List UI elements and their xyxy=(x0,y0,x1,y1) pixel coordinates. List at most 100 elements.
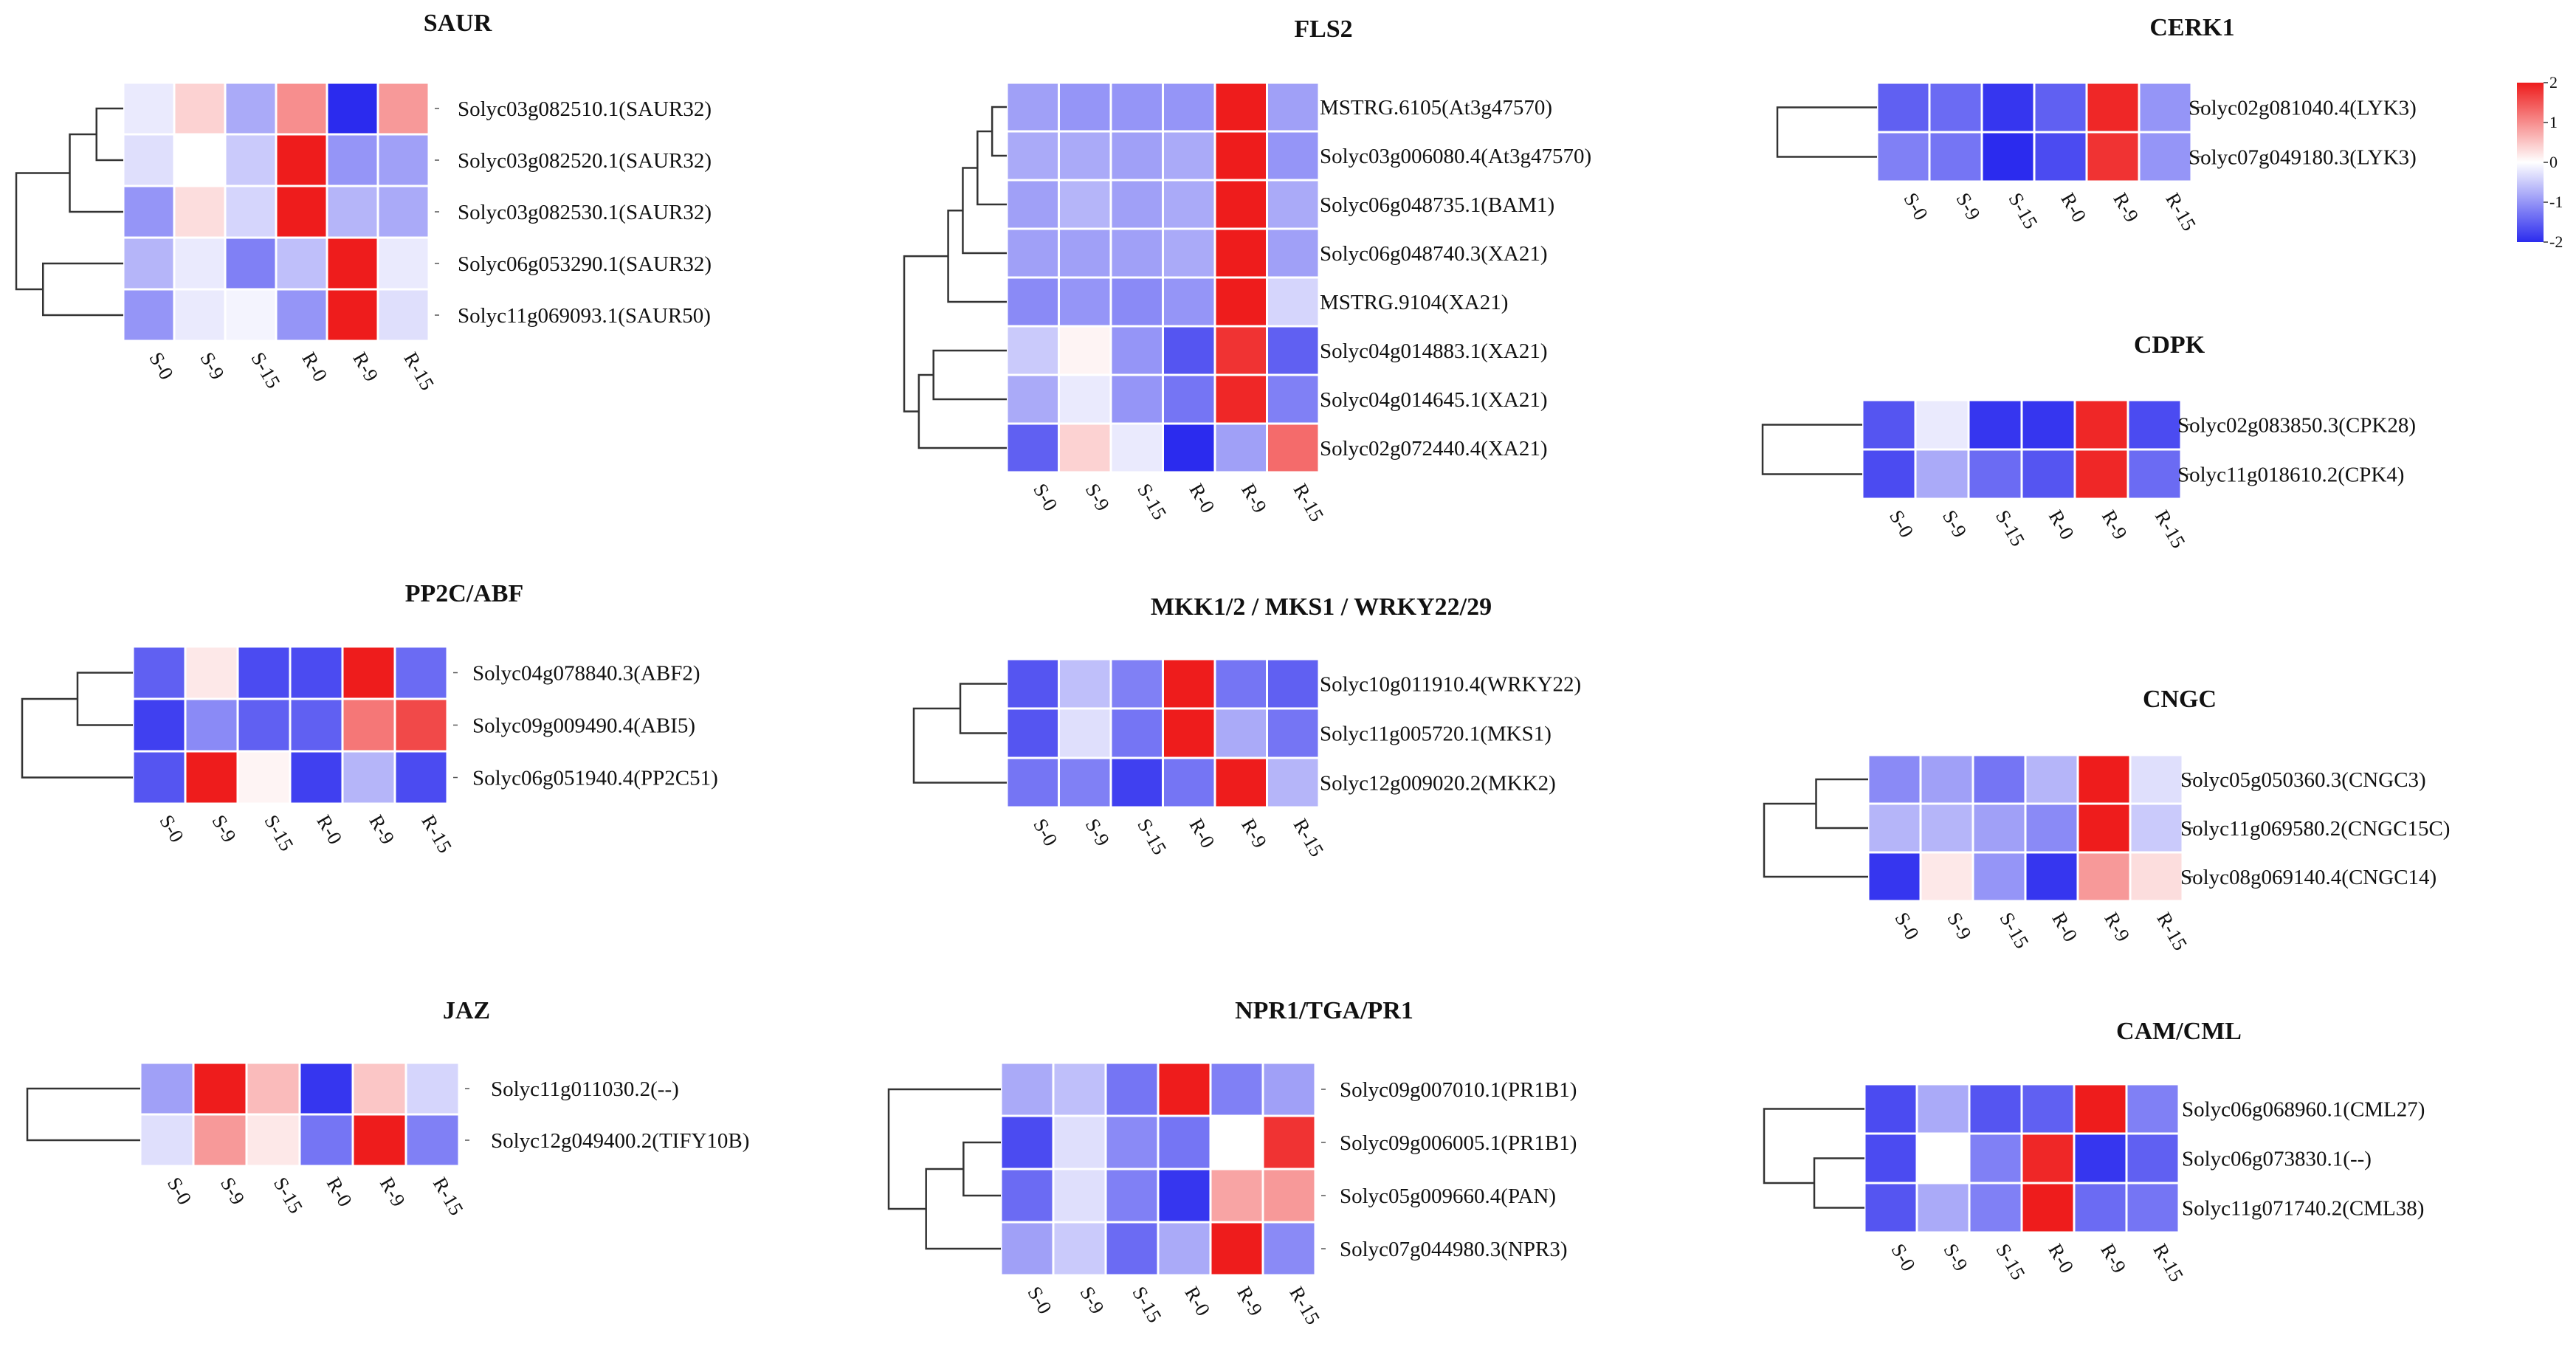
column-label: R-0 xyxy=(312,811,346,848)
column-label: S-9 xyxy=(1952,189,1985,224)
heatmap-cell xyxy=(1209,1114,1264,1170)
heatmap-cell xyxy=(1266,179,1320,230)
heatmap-cell xyxy=(1261,1168,1317,1224)
heatmap-cell xyxy=(1261,1114,1317,1170)
heatmap-cell xyxy=(122,185,176,239)
heatmap-cell xyxy=(1971,851,2027,903)
heatmap-cell xyxy=(1876,81,1931,134)
heatmap-cell xyxy=(1968,1182,2023,1234)
gene-label: Solyc06g053290.1(SAUR32) xyxy=(458,252,712,276)
heatmap-cell xyxy=(2125,1132,2180,1184)
gene-label: Solyc11g011030.2(--) xyxy=(491,1077,679,1101)
heatmap-cell xyxy=(999,1221,1055,1277)
heatmap-cell xyxy=(224,236,278,291)
heatmap-title: PP2C/ABF xyxy=(405,580,524,607)
gene-label: Solyc12g009020.2(MKK2) xyxy=(1320,772,1556,796)
dendrogram-branch xyxy=(1763,802,1868,878)
column-label: S-0 xyxy=(1899,189,1932,224)
heatmap-cell xyxy=(2076,802,2132,854)
heatmap-cell xyxy=(1213,179,1268,230)
dendrogram-branch xyxy=(1763,1108,1864,1184)
column-label: R-9 xyxy=(1233,1283,1267,1320)
column-label: R-0 xyxy=(2056,189,2090,226)
heatmap-cell xyxy=(1861,448,1917,500)
heatmap-cell xyxy=(1209,1168,1264,1224)
heatmap-cell xyxy=(2024,754,2079,805)
heatmap-cell xyxy=(131,697,187,753)
heatmap-cell xyxy=(1109,707,1164,759)
heatmap-cell xyxy=(2020,1083,2076,1135)
heatmap-cell xyxy=(1266,756,1320,809)
heatmap-cell xyxy=(2024,851,2079,903)
gene-label: Solyc06g051940.4(PP2C51) xyxy=(472,767,718,790)
gene-label: Solyc11g005720.1(MKS1) xyxy=(1320,723,1552,746)
gene-label: Solyc02g081040.4(LYK3) xyxy=(2188,97,2417,120)
gene-label: Solyc04g014645.1(XA21) xyxy=(1320,388,1548,412)
heatmap-cell xyxy=(1261,1061,1317,1117)
column-label: R-15 xyxy=(2151,506,2190,552)
column-label: S-0 xyxy=(163,1173,196,1208)
column-label: S-0 xyxy=(1890,908,1924,943)
gene-label: Solyc02g072440.4(XA21) xyxy=(1320,437,1548,461)
heatmap-cell xyxy=(1005,756,1060,809)
heatmap-cell xyxy=(2129,851,2184,903)
heatmap-cell xyxy=(1914,448,1970,500)
heatmap-cell xyxy=(289,645,344,700)
heatmap-cell xyxy=(245,1061,301,1116)
heatmap-panel: CERK1 Solyc02g081040.4(LYK3) Solyc07g04918… xyxy=(1776,14,2417,235)
heatmap-panel: MKK1/2 / MKS1 / WRKY22/29 Solyc10g011910.… xyxy=(912,593,1581,861)
gene-label: Solyc05g050360.3(CNGC3) xyxy=(2180,768,2426,792)
column-label: S-9 xyxy=(1938,506,1971,541)
column-label: S-15 xyxy=(269,1173,307,1217)
heatmap-cell xyxy=(275,288,328,342)
heatmap-cell xyxy=(1861,399,1917,451)
heatmap-cell xyxy=(1157,1221,1212,1277)
heatmap-cell xyxy=(351,1113,407,1168)
heatmap-cell xyxy=(2138,131,2193,183)
heatmap-cell xyxy=(1109,658,1164,710)
dendrogram-branch xyxy=(1761,424,1862,475)
dendrogram-branch xyxy=(95,107,123,162)
heatmap-cell xyxy=(1914,399,1970,451)
legend-tick-label: 0 xyxy=(2549,153,2558,171)
column-label: S-0 xyxy=(1023,1283,1056,1317)
dendrogram-branch xyxy=(959,683,1007,734)
heatmap-cell xyxy=(1915,1083,1971,1135)
heatmap-cell xyxy=(1058,81,1112,133)
legend-gradient-bar xyxy=(2517,83,2544,242)
heatmap-title: NPR1/TGA/PR1 xyxy=(1235,997,1413,1024)
heatmap-cell xyxy=(131,750,187,805)
heatmap-cell xyxy=(1162,658,1216,710)
column-label: S-0 xyxy=(155,811,188,846)
heatmap-cell xyxy=(1213,707,1268,759)
heatmap-cell xyxy=(236,750,292,805)
heatmap-cell xyxy=(1980,131,2036,183)
heatmap-cell xyxy=(139,1113,195,1168)
heatmap-panel: CAM/CML Solyc06g068960.1(CML27) Solyc06g07… xyxy=(1763,1018,2425,1286)
heatmap-cell xyxy=(1005,179,1060,230)
heatmap-cell xyxy=(1162,707,1216,759)
heatmap-cell xyxy=(404,1113,461,1168)
heatmap-cell xyxy=(1058,325,1112,376)
heatmap-cell xyxy=(275,185,328,239)
heatmap-cell xyxy=(1971,802,2027,854)
heatmap-cell xyxy=(1863,1083,1918,1135)
gene-label: Solyc06g068960.1(CML27) xyxy=(2182,1098,2425,1122)
heatmap-cell xyxy=(1266,130,1320,182)
heatmap-cell xyxy=(2129,802,2184,854)
heatmap-cell xyxy=(2033,81,2088,134)
column-label: S-9 xyxy=(207,811,241,846)
heatmap-cell xyxy=(326,288,379,342)
gene-label: Solyc03g006080.4(At3g47570) xyxy=(1320,145,1591,168)
heatmap-cell xyxy=(1109,422,1164,474)
heatmap-cell xyxy=(2076,754,2132,805)
heatmap-cell xyxy=(173,288,227,342)
column-label: R-15 xyxy=(399,348,438,394)
heatmap-cell xyxy=(1266,227,1320,279)
dendrogram-branch xyxy=(15,172,70,291)
gene-label: Solyc10g011910.4(WRKY22) xyxy=(1320,673,1581,697)
heatmap-cell xyxy=(1109,276,1164,328)
dendrogram-branch xyxy=(1776,106,1877,158)
column-label: S-9 xyxy=(1943,908,1976,943)
heatmap-cell xyxy=(326,133,379,187)
